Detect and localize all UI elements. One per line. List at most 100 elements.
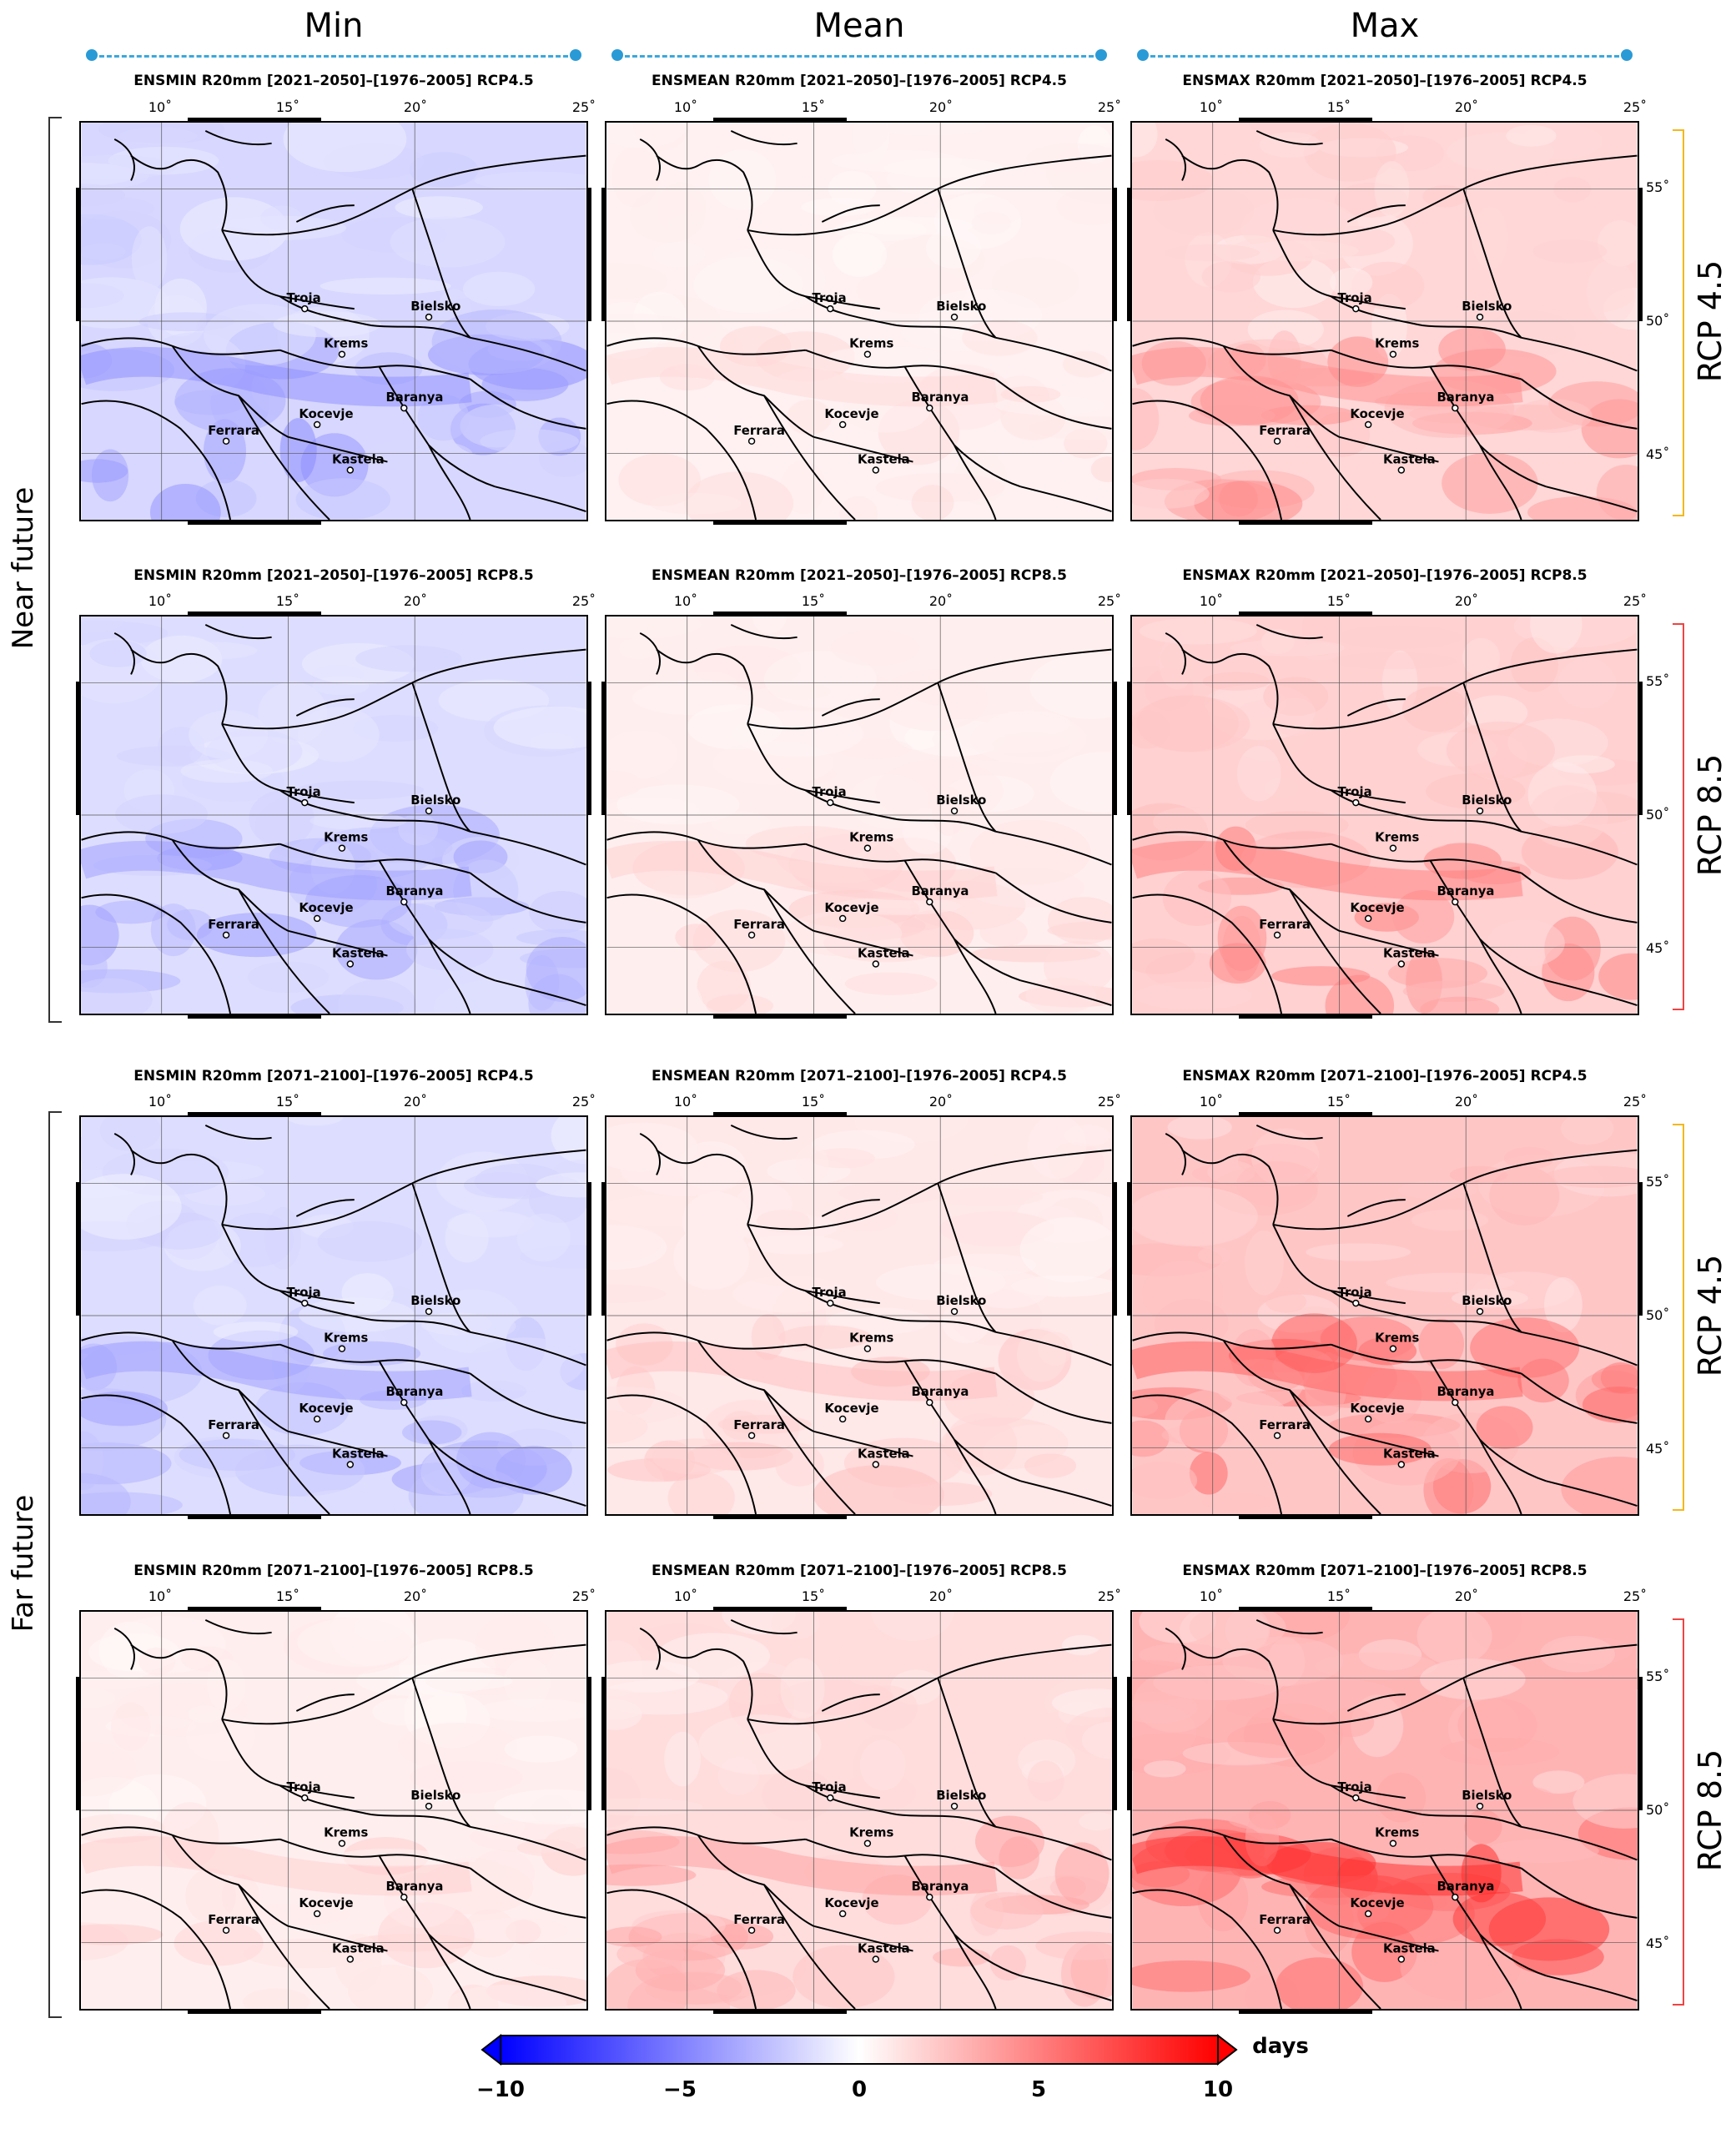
country-border [656, 648, 753, 725]
city-marker [838, 1910, 847, 1918]
map-frame-bar [601, 1677, 606, 1810]
precip-change-blotch [1132, 123, 1158, 158]
country-border [1462, 1183, 1522, 1333]
precip-change-blotch [606, 1864, 697, 1886]
map-frame-bar [188, 2009, 321, 2014]
precip-change-blotch [1335, 625, 1462, 649]
country-border [411, 1149, 586, 1185]
country-border [606, 1889, 757, 2009]
precip-change-blotch [333, 1849, 446, 1868]
precip-change-blotch [213, 1321, 299, 1342]
city-label-troja: Troja [286, 784, 320, 799]
precip-change-blotch [667, 209, 774, 242]
precip-change-blotch [355, 645, 462, 672]
precip-change-blotch [1164, 244, 1260, 262]
city-marker [400, 404, 408, 412]
country-border [1255, 130, 1323, 146]
alpine-band [1132, 1835, 1523, 1896]
colorbar-min-arrow [481, 2033, 501, 2066]
precip-change-blotch [1062, 350, 1109, 378]
precip-change-blotch [1272, 697, 1317, 737]
precip-change-blotch [273, 311, 381, 338]
precip-change-blotch [1136, 695, 1239, 752]
precip-change-blotch [1420, 996, 1500, 1014]
country-border [1479, 1934, 1522, 2009]
precip-change-blotch [81, 1442, 172, 1485]
city-marker [222, 437, 230, 445]
country-border [747, 1677, 938, 1725]
longitude-tick-label: 20˚ [928, 1588, 954, 1604]
city-label-krems: Krems [849, 1331, 893, 1346]
country-border [903, 1361, 1021, 1482]
country-border [821, 204, 880, 223]
precip-change-blotch [1532, 1770, 1585, 1794]
precip-change-blotch [618, 453, 701, 506]
country-border [606, 1394, 757, 1514]
city-marker [1476, 313, 1484, 321]
precip-change-blotch [616, 1940, 686, 1969]
precip-change-blotch [762, 1769, 834, 1821]
city-marker [313, 1415, 321, 1423]
city-label-bielsko: Bielsko [1462, 299, 1512, 314]
country-border [805, 1343, 996, 1375]
precip-change-blotch [372, 1698, 432, 1726]
city-marker [313, 914, 321, 923]
precip-change-blotch [81, 1688, 116, 1709]
precip-change-blotch [493, 706, 586, 749]
precip-change-blotch [652, 241, 706, 268]
city-label-krems: Krems [849, 830, 893, 845]
longitude-tick-label: 20˚ [1454, 99, 1479, 115]
map-panel-max-3: Troja Bielsko Krems Baranya Kocevje Ferrara Ka… [1130, 1115, 1639, 1516]
country-border [1181, 1643, 1279, 1720]
city-label-troja: Troja [812, 290, 846, 305]
country-border [1521, 1825, 1638, 1861]
precip-change-blotch [279, 418, 317, 482]
city-marker [950, 313, 959, 321]
city-marker [1452, 1398, 1459, 1407]
longitude-tick-label: 20˚ [1454, 593, 1479, 609]
country-border [221, 682, 413, 730]
map-canvas: Troja Bielsko Krems Baranya Kocevje Ferrara Ka… [606, 617, 1112, 1014]
country-border [1429, 366, 1547, 488]
city-label-kastela: Kastela [858, 1941, 910, 1956]
map-frame-bar [1112, 1677, 1117, 1810]
map-frame-bar [1127, 682, 1132, 815]
precip-change-blotch [450, 1313, 516, 1339]
map-frame-bar [1127, 188, 1132, 321]
city-label-bielsko: Bielsko [410, 1788, 460, 1803]
country-border [470, 872, 586, 924]
precip-change-blotch [1587, 259, 1637, 325]
longitude-tick-label: 15˚ [275, 99, 300, 115]
latitude-tick-label: 45˚ [1646, 446, 1670, 462]
city-marker [1364, 1415, 1372, 1423]
precip-change-blotch [970, 1892, 1044, 1930]
period-bracket [48, 117, 62, 1023]
map-frame-bar [1638, 1677, 1643, 1810]
longitude-tick-label: 15˚ [801, 99, 826, 115]
country-border [1222, 1340, 1340, 1432]
precip-change-blotch [447, 1985, 567, 2009]
country-border [639, 1132, 661, 1175]
precip-change-blotch [1303, 123, 1396, 182]
precip-change-blotch [196, 913, 317, 958]
scenario-label: RCP 8.5 [1692, 753, 1728, 877]
precip-change-blotch [465, 1337, 585, 1392]
colorbar-gradient [500, 2035, 1219, 2065]
city-label-bielsko: Bielsko [936, 299, 986, 314]
city-label-bielsko: Bielsko [1462, 1788, 1512, 1803]
latitude-tick-label: 55˚ [1646, 1174, 1670, 1190]
precip-change-blotch [193, 1286, 247, 1326]
city-label-kastela: Kastela [1383, 946, 1436, 961]
precip-change-blotch [1472, 206, 1509, 269]
country-border [813, 1430, 913, 1457]
country-border [805, 843, 996, 874]
country-border [428, 445, 471, 520]
scenario-bracket [1673, 1124, 1684, 1511]
precip-change-blotch [675, 924, 717, 951]
precip-change-blotch [1462, 637, 1501, 677]
precip-change-blotch [203, 419, 247, 484]
precip-change-blotch [606, 1699, 642, 1730]
city-label-troja: Troja [286, 1779, 320, 1794]
city-marker [838, 914, 847, 923]
precip-change-blotch [752, 617, 787, 634]
